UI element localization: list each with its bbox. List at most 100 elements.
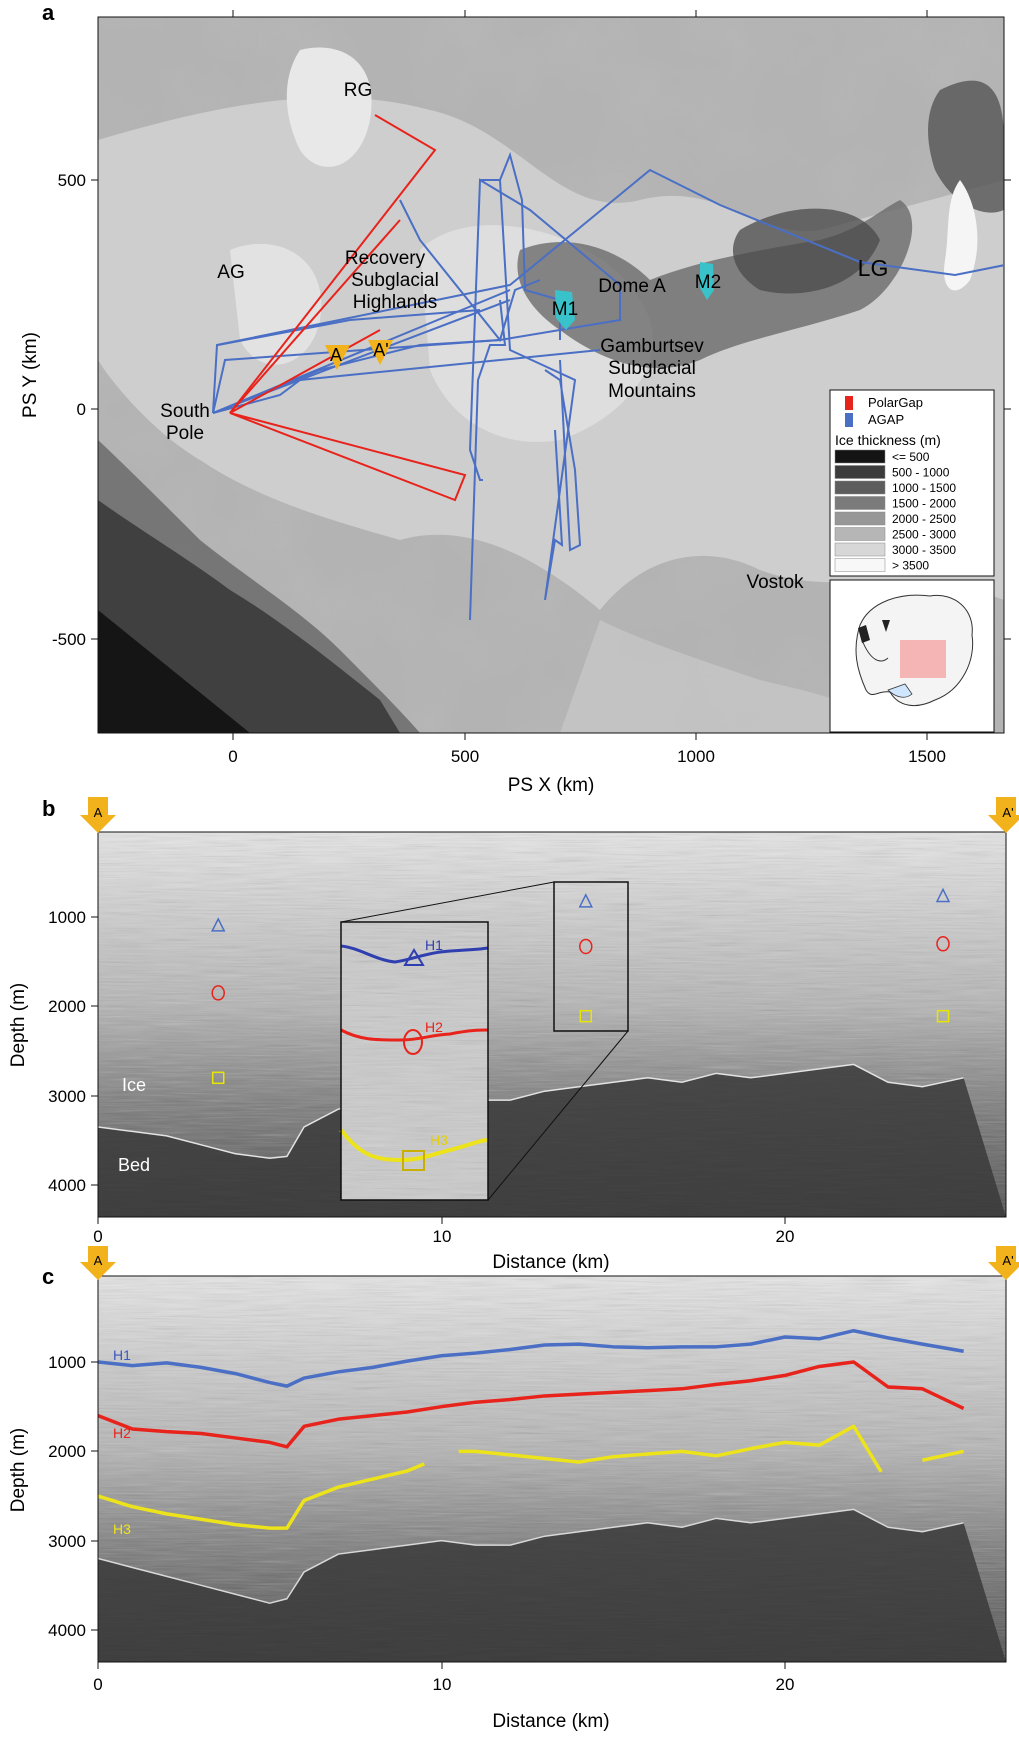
survey-lines	[212, 114, 1004, 621]
y-tick-label: -500	[52, 630, 86, 649]
x-tick-label: 0	[93, 1227, 102, 1246]
radargram-c	[98, 1276, 1006, 1662]
x-tick-label: 500	[451, 747, 479, 766]
ice-legend-swatch	[834, 496, 886, 510]
y-tick-label: 4000	[48, 1621, 86, 1640]
map-legend: PolarGap AGAP Ice thickness (m) <= 500 50…	[829, 389, 995, 577]
y-tick-label: 0	[77, 400, 86, 419]
circle-marker-icon	[936, 936, 950, 952]
vostok-label: Vostok	[746, 572, 804, 593]
panel-c-y-tick-labels: 1000 2000 3000 4000	[48, 1353, 86, 1640]
panel-c-x-tick-labels: 0 10 20	[93, 1675, 794, 1694]
marker-a-label: A	[330, 345, 342, 365]
y-tick-label: 3000	[48, 1087, 86, 1106]
gamburtsev-label-line3: Mountains	[608, 381, 696, 402]
horizon-h1-line	[98, 1328, 964, 1388]
h3-label: H3	[113, 1521, 131, 1537]
inset-square-icon	[402, 1150, 425, 1171]
square-marker-icon	[936, 1009, 950, 1023]
x-tick-label: 10	[433, 1675, 452, 1694]
y-tick-label: 2000	[48, 997, 86, 1016]
inset-triangle-icon	[403, 948, 425, 966]
ice-legend-swatch	[834, 558, 886, 572]
horizon-labels-c: H1 H2 H3	[113, 1347, 131, 1537]
bed-reflector-c	[98, 1508, 964, 1604]
arrow-a-prime-label: A'	[1002, 1253, 1013, 1268]
ice-legend-swatch	[834, 542, 886, 557]
square-marker-icon	[211, 1071, 225, 1085]
bed-region-b	[98, 1064, 1006, 1217]
legend-label-polargap: PolarGap	[868, 395, 923, 410]
arrow-a-icon	[80, 1246, 116, 1280]
inset-circle-icon	[403, 1029, 423, 1055]
ice-legend-label: 500 - 1000	[892, 466, 950, 480]
ice-legend-swatch	[834, 480, 886, 495]
horizon-h3-line	[98, 1462, 425, 1530]
ice-legend-swatch	[834, 527, 886, 541]
inset-h2-line	[340, 1028, 489, 1042]
rg-label: RG	[344, 80, 373, 101]
panel-a-y-axis-label: PS Y (km)	[20, 332, 41, 418]
study-area-box	[900, 640, 946, 678]
panel-a-x-axis-label: PS X (km)	[508, 775, 595, 796]
m1-label: M1	[552, 299, 578, 320]
square-marker-icon	[579, 1009, 593, 1023]
inset-h2-label: H2	[425, 1019, 443, 1035]
horizon-lines	[98, 1328, 965, 1604]
arrow-a-label: A	[94, 805, 103, 820]
arrow-a-prime-icon	[988, 1246, 1019, 1280]
horizon-h2-line	[98, 1360, 965, 1449]
horizon-h3-line	[922, 1449, 964, 1462]
x-tick-label: 1000	[677, 747, 715, 766]
recovery-label-line2: Subglacial	[351, 270, 439, 291]
recovery-label-line1: Recovery	[345, 248, 426, 269]
legend-label-agap: AGAP	[868, 412, 904, 427]
zoom-callout	[340, 881, 629, 1201]
panel-a-x-tick-labels: 0 500 1000 1500	[228, 747, 946, 766]
y-tick-label: 1000	[48, 908, 86, 927]
arrow-a-prime-icon	[988, 797, 1019, 833]
panel-c-y-axis-label: Depth (m)	[8, 1428, 29, 1512]
triangle-marker-icon	[211, 917, 226, 932]
ice-legend-swatch	[834, 449, 886, 464]
x-tick-label: 20	[776, 1227, 795, 1246]
h2-label: H2	[113, 1425, 131, 1441]
place-labels: RG AG LG Recovery Subglacial Highlands S…	[160, 80, 888, 593]
profile-markers: A A'	[325, 340, 393, 370]
h1-label: H1	[113, 1347, 131, 1363]
legend-swatch-polargap	[845, 396, 853, 410]
gamburtsev-label-line2: Subglacial	[608, 358, 696, 379]
agap-lines	[212, 151, 1004, 621]
inset-h3-label: H3	[430, 1132, 448, 1148]
panel-b-x-axis-label: Distance (km)	[492, 1252, 609, 1273]
ice-label: Ice	[122, 1075, 146, 1095]
arrow-a-icon	[80, 797, 116, 833]
arrow-a-label: A	[94, 1253, 103, 1268]
antarctica-inset	[829, 579, 995, 733]
x-tick-label: 0	[228, 747, 237, 766]
zoom-source-box	[553, 881, 629, 1032]
x-tick-label: 0	[93, 1675, 102, 1694]
panel-b-y-tick-labels: 1000 2000 3000 4000	[48, 908, 86, 1195]
panel-b-ticks	[91, 916, 786, 1224]
panel-c: c H1 H2 H3 A A' 0	[8, 1246, 1019, 1732]
panel-a-label: a	[42, 0, 55, 25]
polargap-lines	[229, 114, 467, 502]
y-tick-label: 3000	[48, 1532, 86, 1551]
gamburtsev-label-line1: Gamburtsev	[600, 336, 704, 357]
legend-ice-title: Ice thickness (m)	[835, 432, 941, 448]
triangle-marker-icon	[935, 887, 951, 903]
marker-a-prime-label: A'	[373, 340, 388, 360]
ice-legend-swatch	[834, 511, 886, 526]
panel-b-y-axis-label: Depth (m)	[8, 983, 29, 1067]
triangle-marker-icon	[578, 893, 593, 908]
inset-h1-label: H1	[425, 937, 443, 953]
x-tick-label: 1500	[908, 747, 946, 766]
panel-c-x-axis-label: Distance (km)	[492, 1711, 609, 1732]
inset-h1-line	[340, 944, 489, 964]
arrow-a-prime-label: A'	[1002, 805, 1013, 820]
m2-marker-icon	[700, 262, 714, 300]
bed-label: Bed	[118, 1155, 150, 1175]
marker-a-icon	[325, 345, 350, 370]
